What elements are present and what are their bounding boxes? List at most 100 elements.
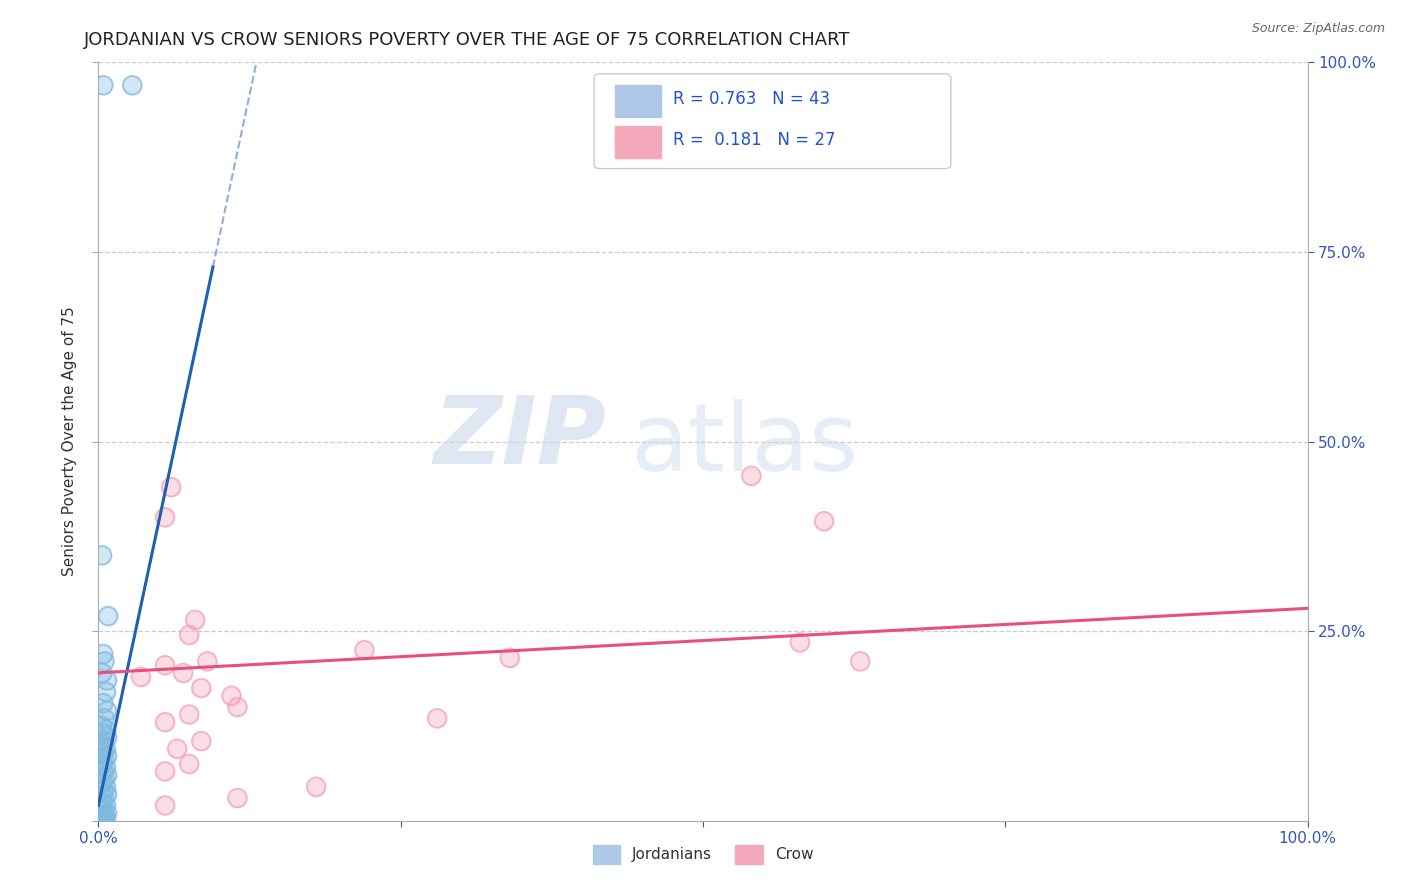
Point — [91, 776, 114, 790]
Point — [97, 608, 120, 623]
Point — [221, 689, 243, 703]
Point — [90, 813, 112, 827]
Point — [353, 643, 375, 657]
Point — [195, 655, 218, 669]
Point — [96, 768, 118, 782]
Point — [91, 696, 114, 710]
Point — [96, 806, 118, 821]
Point — [160, 480, 183, 494]
Point — [91, 814, 114, 828]
Point — [96, 787, 118, 801]
Point — [740, 468, 762, 483]
Point — [93, 734, 115, 748]
Point — [91, 665, 114, 680]
Point — [91, 719, 114, 733]
Point — [353, 643, 375, 657]
Point — [94, 811, 117, 825]
Point — [91, 809, 114, 823]
Point — [160, 480, 183, 494]
Text: ZIP: ZIP — [433, 392, 606, 483]
Point — [179, 707, 201, 722]
Point — [153, 764, 176, 779]
Point — [96, 749, 118, 764]
Point — [305, 780, 328, 794]
Point — [195, 655, 218, 669]
Point — [96, 673, 118, 688]
Point — [849, 655, 872, 669]
FancyBboxPatch shape — [614, 85, 661, 117]
Point — [96, 749, 118, 764]
Point — [96, 730, 118, 744]
Point — [96, 704, 118, 718]
Point — [96, 787, 118, 801]
Point — [849, 655, 872, 669]
Point — [184, 613, 207, 627]
Point — [93, 711, 115, 725]
Point — [179, 756, 201, 771]
Text: R = 0.763   N = 43: R = 0.763 N = 43 — [672, 89, 830, 108]
Point — [190, 681, 212, 695]
Point — [190, 681, 212, 695]
Point — [153, 798, 176, 813]
FancyBboxPatch shape — [595, 74, 950, 169]
Point — [96, 673, 118, 688]
Point — [94, 780, 117, 794]
Point — [93, 655, 115, 669]
Point — [91, 783, 114, 797]
Point — [91, 776, 114, 790]
Point — [789, 635, 811, 649]
Point — [93, 711, 115, 725]
Point — [93, 807, 115, 822]
Point — [91, 764, 114, 779]
Point — [91, 726, 114, 740]
Point — [91, 746, 114, 760]
Point — [91, 756, 114, 771]
Point — [94, 780, 117, 794]
Point — [179, 628, 201, 642]
Text: atlas: atlas — [630, 400, 859, 491]
Point — [153, 510, 176, 524]
Point — [166, 741, 188, 756]
Point — [121, 78, 143, 92]
Point — [789, 635, 811, 649]
Y-axis label: Seniors Poverty Over the Age of 75: Seniors Poverty Over the Age of 75 — [62, 307, 77, 576]
Point — [93, 753, 115, 767]
Point — [90, 813, 112, 827]
Point — [91, 756, 114, 771]
Point — [94, 760, 117, 774]
Point — [94, 811, 117, 825]
Point — [94, 798, 117, 813]
Point — [91, 812, 114, 826]
Point — [813, 514, 835, 528]
Point — [153, 715, 176, 730]
Point — [813, 514, 835, 528]
Point — [93, 734, 115, 748]
Point — [498, 650, 520, 665]
Point — [96, 768, 118, 782]
Point — [498, 650, 520, 665]
Point — [91, 764, 114, 779]
Point — [121, 78, 143, 92]
Point — [190, 734, 212, 748]
Point — [94, 685, 117, 699]
Point — [96, 806, 118, 821]
Point — [91, 795, 114, 809]
Point — [740, 468, 762, 483]
Point — [91, 812, 114, 826]
Point — [91, 809, 114, 823]
Point — [166, 741, 188, 756]
Point — [91, 726, 114, 740]
Point — [172, 665, 194, 680]
Point — [93, 791, 115, 805]
Point — [91, 814, 114, 828]
Point — [91, 78, 114, 92]
Legend: Jordanians, Crow: Jordanians, Crow — [586, 839, 820, 870]
Point — [426, 711, 449, 725]
Point — [93, 772, 115, 786]
Point — [93, 807, 115, 822]
Point — [93, 791, 115, 805]
Point — [93, 814, 115, 828]
Point — [91, 548, 114, 563]
Point — [96, 704, 118, 718]
Point — [426, 711, 449, 725]
